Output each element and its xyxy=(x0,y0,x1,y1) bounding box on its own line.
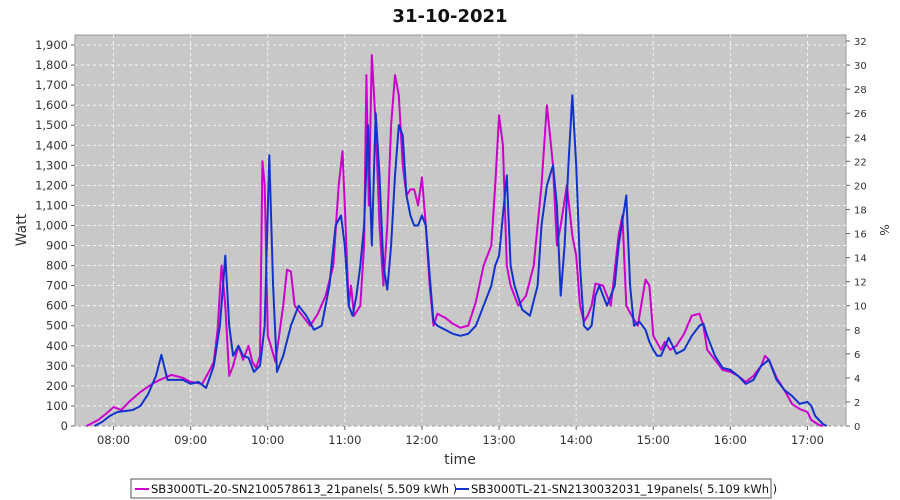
y2-tick-label: 24 xyxy=(854,133,867,144)
x-axis: 08:00 09:00 10:00 11:00 12:00 13:00 14:00 15:00… xyxy=(97,426,824,447)
y2-tick-label: 20 xyxy=(854,181,867,192)
y2-tick-label: 18 xyxy=(854,205,867,216)
legend-box xyxy=(130,478,772,499)
y2-tick-label: 6 xyxy=(854,350,860,361)
y-tick-label: 900 xyxy=(46,239,68,253)
y-tick-label: 1,000 xyxy=(35,218,68,232)
left-axis: 0 100 200 300 400 500 600 700 800 900 1,000 1,100 1,… xyxy=(35,38,75,433)
x-tick-label: 11:00 xyxy=(328,433,361,447)
legend-label-series-2: SB3000TL-21-SN2130032031_19panels( 5.109… xyxy=(471,482,777,496)
grid xyxy=(75,35,846,427)
y2-tick-label: 4 xyxy=(854,374,860,385)
series-line-2 xyxy=(93,94,828,427)
x-tick-label: 14:00 xyxy=(560,433,593,447)
y2-tick-label: 28 xyxy=(854,85,867,96)
y-tick-label: 1,600 xyxy=(35,98,68,112)
y2-tick-label: 14 xyxy=(854,254,867,265)
y-axis-title: Watt xyxy=(14,213,30,246)
y2-tick-label: 10 xyxy=(854,302,867,313)
x-tick-label: 12:00 xyxy=(405,433,438,447)
y-tick-label: 1,800 xyxy=(35,58,68,72)
y-tick-label: 1,400 xyxy=(35,138,68,152)
chart-title: 31-10-2021 xyxy=(392,6,507,27)
y-tick-label: 300 xyxy=(46,359,68,373)
y-tick-label: 500 xyxy=(46,319,68,333)
x-tick-label: 15:00 xyxy=(637,433,670,447)
x-tick-label: 13:00 xyxy=(482,433,515,447)
y-tick-label: 1,500 xyxy=(35,118,68,132)
x-tick-label: 09:00 xyxy=(174,433,207,447)
y-tick-label: 1,900 xyxy=(35,38,68,52)
y-tick-label: 0 xyxy=(61,419,68,433)
y-tick-label: 1,100 xyxy=(35,198,68,212)
y-tick-label: 700 xyxy=(46,279,68,293)
series-layer xyxy=(86,54,828,427)
y-tick-label: 1,300 xyxy=(35,158,68,172)
y-tick-label: 800 xyxy=(46,259,68,273)
x-tick-label: 16:00 xyxy=(714,433,747,447)
y2-tick-label: 12 xyxy=(854,278,867,289)
y2-tick-label: 16 xyxy=(854,230,867,241)
y-tick-label: 100 xyxy=(46,399,68,413)
x-tick-label: 08:00 xyxy=(97,433,130,447)
x-tick-label: 10:00 xyxy=(251,433,284,447)
y2-tick-label: 32 xyxy=(854,37,867,48)
y2-tick-label: 26 xyxy=(854,109,867,120)
y2-tick-label: 0 xyxy=(854,422,860,433)
y-tick-label: 400 xyxy=(46,339,68,353)
y2-tick-label: 8 xyxy=(854,326,860,337)
y2-tick-label: 22 xyxy=(854,157,867,168)
y2-axis-title: % xyxy=(877,224,891,235)
legend: SB3000TL-20-SN2100578613_21panels( 5.509… xyxy=(130,478,777,499)
y-tick-label: 1,200 xyxy=(35,178,68,192)
y-tick-label: 1,700 xyxy=(35,78,68,92)
series-line-1 xyxy=(86,54,824,427)
y-tick-label: 200 xyxy=(46,379,68,393)
y2-tick-label: 30 xyxy=(854,61,867,72)
x-axis-title: time xyxy=(444,452,476,468)
y2-tick-label: 2 xyxy=(854,398,860,409)
x-tick-label: 17:00 xyxy=(791,433,824,447)
y-tick-label: 600 xyxy=(46,299,68,313)
legend-label-series-1: SB3000TL-20-SN2100578613_21panels( 5.509… xyxy=(151,482,457,496)
